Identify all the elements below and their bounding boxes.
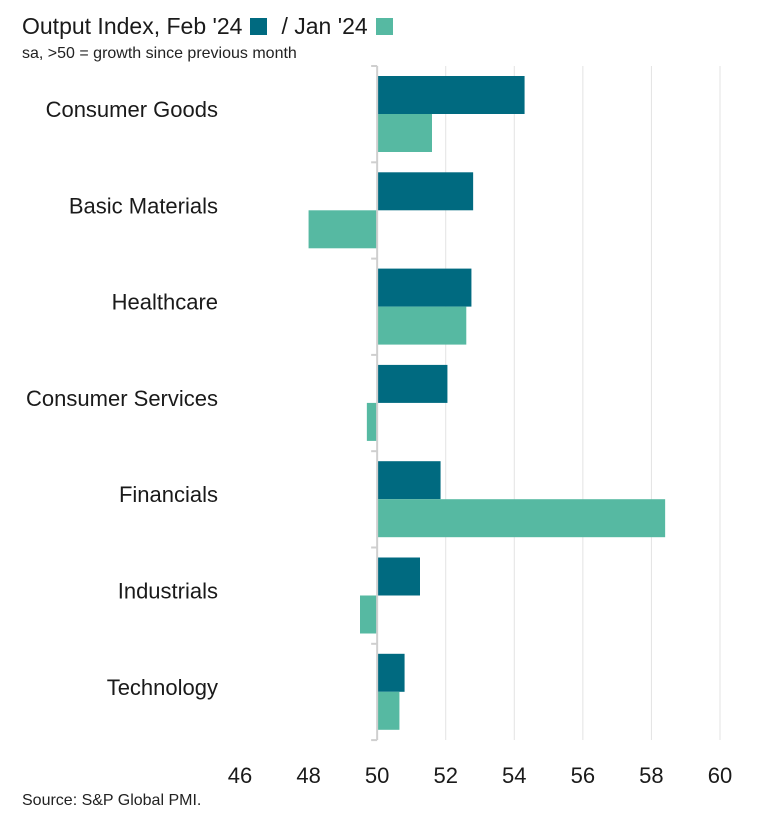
bar-consumer-services-jan xyxy=(366,402,378,441)
bar-financials-feb xyxy=(377,461,441,500)
category-label-financials: Financials xyxy=(119,482,218,507)
category-label-industrials: Industrials xyxy=(118,578,218,603)
category-label-healthcare: Healthcare xyxy=(112,290,218,315)
bar-basic-materials-jan xyxy=(308,210,378,249)
chart-title: Output Index, Feb '24 xyxy=(22,12,243,39)
x-tick-label-58: 58 xyxy=(639,763,663,788)
bar-consumer-goods-feb xyxy=(377,76,525,114)
bar-consumer-services-feb xyxy=(377,364,448,403)
x-tick-label-48: 48 xyxy=(296,763,320,788)
legend-swatch-jan xyxy=(375,17,393,35)
bar-industrials-feb xyxy=(377,557,420,596)
bar-industrials-jan xyxy=(360,595,378,634)
bar-consumer-goods-jan xyxy=(377,114,432,152)
chart-title-row: Output Index, Feb '24 / Jan '24 xyxy=(22,10,407,42)
category-label-basic-materials: Basic Materials xyxy=(69,193,218,218)
x-tick-label-60: 60 xyxy=(708,763,732,788)
x-tick-label-46: 46 xyxy=(228,763,252,788)
category-label-consumer-goods: Consumer Goods xyxy=(46,97,218,122)
bar-technology-jan xyxy=(377,691,400,730)
x-tick-label-56: 56 xyxy=(571,763,595,788)
bar-healthcare-feb xyxy=(377,268,472,307)
x-tick-label-52: 52 xyxy=(433,763,457,788)
category-label-consumer-services: Consumer Services xyxy=(26,386,218,411)
bar-financials-jan xyxy=(377,499,666,538)
chart-subtitle: sa, >50 = growth since previous month xyxy=(22,45,297,62)
category-label-technology: Technology xyxy=(107,675,218,700)
source-note: Source: S&P Global PMI. xyxy=(22,792,202,809)
legend-swatch-feb xyxy=(250,17,268,35)
legend-label-jan: / Jan '24 xyxy=(281,12,368,39)
x-tick-label-50: 50 xyxy=(365,763,389,788)
bar-technology-feb xyxy=(377,653,405,692)
x-tick-label-54: 54 xyxy=(502,763,526,788)
bar-healthcare-jan xyxy=(377,306,467,345)
bar-basic-materials-feb xyxy=(377,172,474,211)
